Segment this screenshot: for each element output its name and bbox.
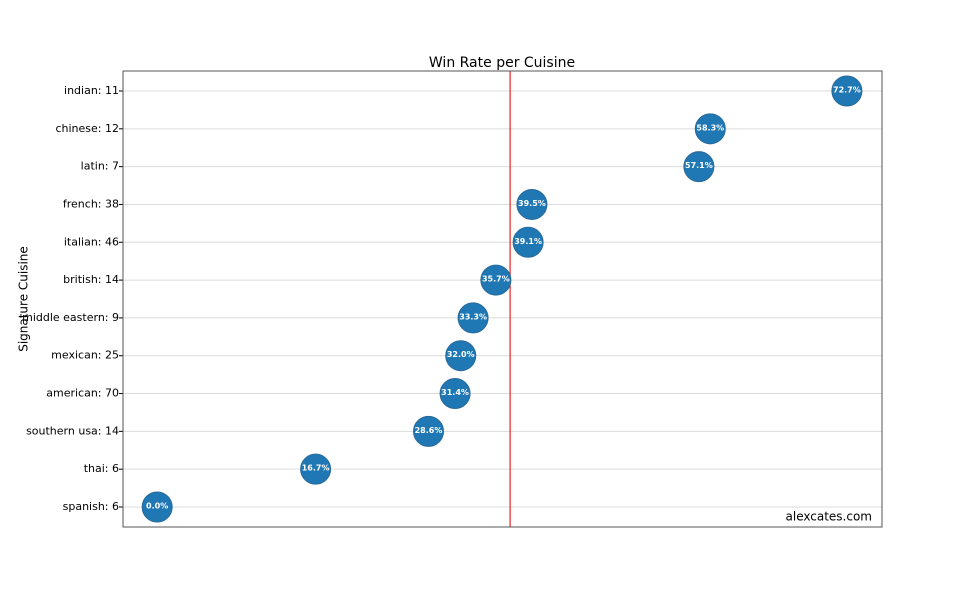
y-tick-label: middle eastern: 9	[22, 311, 119, 324]
value-label: 32.0%	[447, 350, 475, 359]
y-axis-label: Signature Cuisine	[17, 246, 31, 352]
y-tick-label: thai: 6	[84, 462, 119, 475]
value-label: 0.0%	[146, 502, 168, 511]
y-tick-label: mexican: 25	[51, 349, 119, 362]
dot	[512, 226, 544, 258]
y-tick-label: italian: 46	[64, 235, 119, 248]
dot	[300, 453, 332, 485]
dot	[412, 415, 444, 447]
y-tick-label: indian: 11	[64, 84, 119, 97]
dot	[439, 378, 471, 410]
dot	[141, 491, 173, 523]
chart-title: Win Rate per Cuisine	[429, 55, 575, 71]
value-label: 39.5%	[518, 199, 546, 208]
dot	[831, 75, 863, 107]
value-label: 72.7%	[833, 86, 861, 95]
dot	[683, 151, 715, 183]
y-tick-label: american: 70	[46, 387, 119, 400]
value-label: 35.7%	[482, 275, 510, 284]
y-tick-label: chinese: 12	[55, 122, 119, 135]
dot	[457, 302, 489, 334]
y-tick-label: spanish: 6	[63, 500, 119, 513]
y-tick-label: latin: 7	[81, 160, 119, 173]
plot-frame	[122, 70, 883, 528]
value-label: 28.6%	[415, 426, 443, 435]
y-tick-label: british: 14	[63, 273, 119, 286]
value-label: 57.1%	[685, 161, 713, 170]
annotation: alexcates.com	[786, 510, 872, 524]
y-tick-label: french: 38	[63, 197, 119, 210]
value-label: 33.3%	[459, 312, 487, 321]
y-tick-label: southern usa: 14	[26, 424, 119, 437]
value-label: 58.3%	[696, 123, 724, 132]
value-label: 31.4%	[441, 388, 469, 397]
value-label: 39.1%	[514, 237, 542, 246]
dot	[480, 264, 512, 296]
dot	[445, 340, 477, 372]
dot	[516, 188, 548, 220]
dot	[694, 113, 726, 145]
value-label: 16.7%	[302, 464, 330, 473]
